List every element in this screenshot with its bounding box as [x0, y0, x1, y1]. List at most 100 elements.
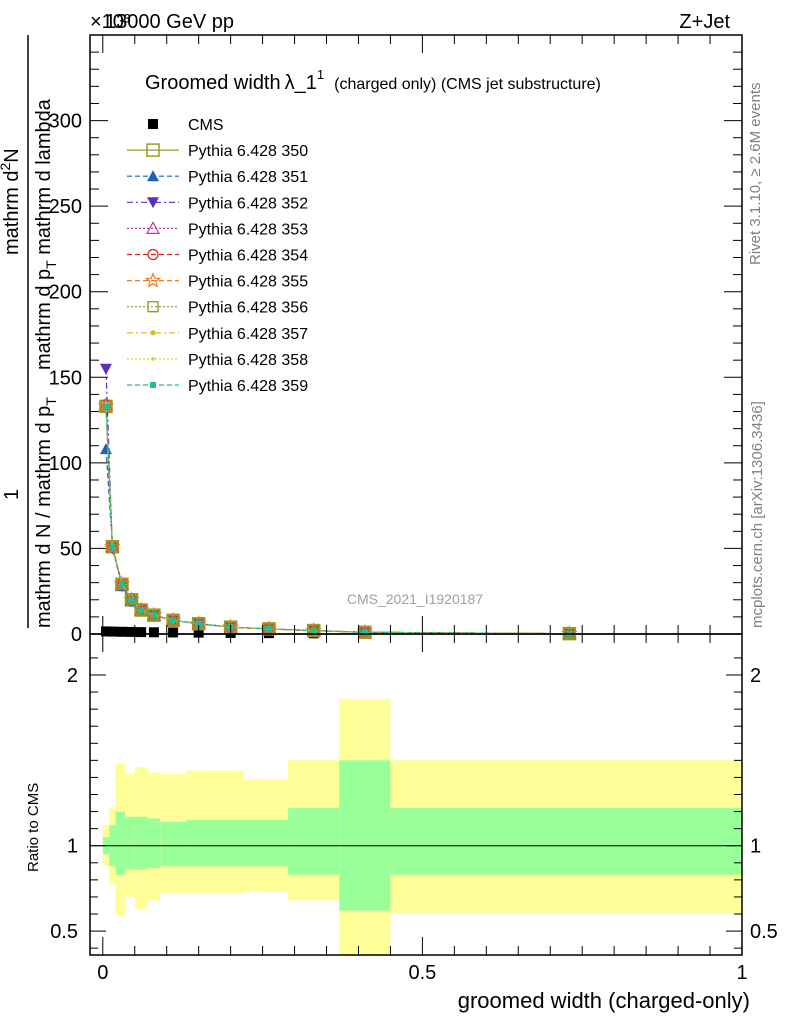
legend-label-7: Pythia 6.428 356 — [188, 300, 308, 317]
legend-label-4: Pythia 6.428 353 — [188, 221, 308, 238]
data-point-10-9 — [265, 625, 272, 632]
data-point-7-5 — [148, 609, 160, 621]
ratio-ytick-label: 2 — [67, 665, 78, 687]
ylabel-den: mathrm d N / mathrm d pT — [33, 397, 59, 628]
data-point-2-0 — [99, 443, 112, 455]
data-point-7-6 — [167, 614, 179, 626]
x-axis-label: groomed width (charged-only) — [458, 988, 750, 1013]
data-point-0-1 — [107, 626, 118, 637]
data-point-10-7 — [195, 620, 202, 627]
series-8 — [103, 403, 572, 637]
series-1 — [99, 399, 577, 641]
ylabel-num-rest: N — [1, 148, 23, 162]
legend-marker-1 — [146, 143, 160, 157]
ylabel-num: mathrm d2N — [0, 148, 23, 255]
ratio-inner-band-5 — [147, 818, 161, 868]
data-point-10-2 — [118, 581, 125, 588]
data-point-10-4 — [138, 607, 145, 614]
data-point-10-6 — [170, 617, 177, 624]
ylabel-num-sup: 2 — [0, 163, 13, 171]
data-point-0-5 — [148, 627, 159, 638]
main-ytick-label: 300 — [49, 111, 82, 133]
ylabel-den2: mathrm d pT mathrm d lambda — [33, 98, 59, 370]
legend-marker-0 — [148, 119, 158, 129]
legend: CMS Pythia 6.428 350 Pythia 6.428 351 Pythi… — [127, 117, 308, 395]
legend-label-6: Pythia 6.428 355 — [188, 274, 308, 291]
ratio-inner-band-11 — [390, 808, 742, 875]
data-point-10-3 — [128, 596, 135, 603]
series-2 — [99, 443, 576, 639]
ratio-inner-band-8 — [243, 820, 289, 867]
ratio-inner-band-3 — [125, 816, 135, 870]
series-9 — [104, 404, 572, 636]
x-tick-label: 1 — [736, 962, 747, 984]
series-line-3 — [105, 368, 570, 635]
series-6 — [97, 397, 578, 641]
data-point-3-0 — [99, 363, 112, 375]
series-line-8 — [105, 406, 570, 635]
data-point-7-4 — [135, 604, 147, 616]
legend-label-3: Pythia 6.428 352 — [188, 195, 308, 212]
ylabel-one: 1 — [1, 489, 23, 500]
ratio-inner-band-6 — [160, 821, 186, 867]
data-point-10-0 — [102, 403, 109, 410]
series-line-7 — [105, 406, 570, 635]
analysis-watermark: CMS_2021_I1920187 — [347, 591, 483, 607]
data-point-0-2 — [116, 626, 127, 637]
data-point-0-4 — [136, 627, 147, 638]
ylabel-num-main: mathrm d — [1, 171, 23, 255]
series-0 — [100, 626, 575, 639]
ratio-ytick-label-right: 2 — [750, 665, 761, 687]
data-point-10-1 — [109, 543, 116, 550]
legend-label-10: Pythia 6.428 359 — [188, 378, 308, 395]
main-ytick-label: 250 — [49, 196, 82, 218]
legend-marker-7 — [147, 301, 159, 313]
main-ytick-label: 150 — [49, 367, 82, 389]
main-ytick-label: 200 — [49, 282, 82, 304]
legend-label-2: Pythia 6.428 351 — [188, 169, 308, 186]
ylabel-den-main: mathrm d N / mathrm d p — [33, 406, 55, 628]
series-line-10 — [105, 406, 570, 635]
legend-marker-8 — [150, 330, 156, 336]
data-point-10-5 — [150, 612, 157, 619]
main-ytick-label: 0 — [71, 624, 82, 646]
ylabel-den-sub: T — [43, 397, 59, 406]
plot-title: Groomed width λ_11 (charged only) (CMS jet… — [145, 67, 601, 94]
ratio-inner-band-10 — [339, 760, 391, 911]
data-point-10-10 — [310, 627, 317, 634]
legend-label-8: Pythia 6.428 357 — [188, 326, 308, 343]
legend-marker-5 — [147, 248, 159, 261]
series-line-6 — [105, 406, 570, 635]
title-main: Groomed width — [145, 72, 281, 94]
ratio-inner-band-2 — [115, 811, 126, 875]
ylabel-den2-rest: mathrm d lambda — [33, 98, 55, 260]
ratio-ytick-label: 1 — [67, 836, 78, 858]
rivet-label: Rivet 3.1.10, ≥ 2.6M events — [747, 83, 764, 266]
beam-label: 13000 GeV pp — [105, 11, 234, 33]
ratio-inner-band-4 — [134, 816, 148, 870]
title-suffix: (charged only) (CMS jet substructure) — [334, 76, 601, 93]
series-4 — [98, 397, 577, 640]
data-point-7-2 — [116, 578, 128, 591]
series-line-1 — [105, 406, 570, 635]
series-7 — [100, 400, 576, 640]
series-line-9 — [105, 406, 570, 635]
main-ylabel: 1 mathrm d N / mathrm d pT mathrm d2N ma… — [0, 35, 59, 628]
process-label: Z+Jet — [679, 11, 730, 33]
mcplots-label: mcplots.cern.ch [arXiv:1306.3436] — [749, 401, 766, 628]
series-line-4 — [105, 404, 570, 635]
ratio-ylabel: Ratio to CMS — [25, 783, 42, 872]
series-line-2 — [105, 449, 570, 635]
x-tick-label: 0.5 — [408, 962, 436, 984]
series-3 — [99, 363, 576, 640]
main-ytick-label: 100 — [49, 453, 82, 475]
data-point-0-3 — [126, 626, 137, 637]
ratio-panel: 0.5 0.51 12 20 0.5 1 — [50, 35, 778, 984]
legend-marker-9 — [151, 357, 155, 361]
ratio-inner-band-9 — [288, 808, 340, 875]
x-tick-label: 0 — [97, 962, 108, 984]
data-point-7-3 — [125, 594, 138, 606]
legend-label-0: CMS — [188, 117, 224, 134]
legend-marker-10 — [150, 382, 156, 388]
